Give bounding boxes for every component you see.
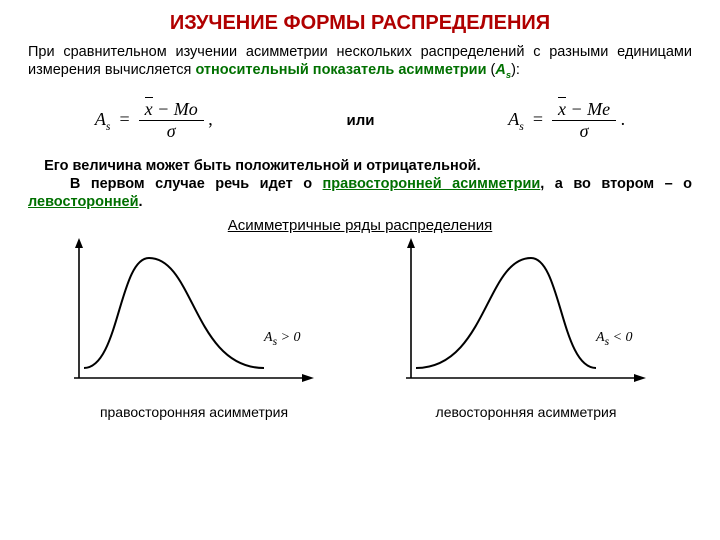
intro-symbol: As [495,62,511,78]
p2-indent [28,158,44,174]
f1-tail: , [208,109,213,129]
page-title: ИЗУЧЕНИЕ ФОРМЫ РАСПРЕДЕЛЕНИЯ [28,12,692,35]
intro-paragraph: При сравнительном изучении асимметрии не… [28,43,692,81]
formula-or: или [347,112,375,129]
f2-lhs: A [508,109,519,129]
chart-left-svg: As > 0 [74,238,314,393]
chart-left-label: As > 0 [264,330,301,348]
formula-left: As = x − Mo σ , [95,99,213,143]
p2-t1: В первом случае речь идет о [70,176,323,192]
p2-t2: , а во втором – о [540,176,692,192]
f2-num1: x [558,99,566,121]
chart-right-svg: As < 0 [406,238,646,393]
f2-tail: . [621,109,626,129]
p2-line1: Его величина может быть положительной и … [44,158,480,174]
f2-sub: s [519,120,524,133]
chart-left: As > 0 правосторонняя асимметрия [74,238,314,420]
chart-right-label: As < 0 [596,330,633,348]
f1-num2: − Mo [153,99,198,119]
formula-row: As = x − Mo σ , или As = x − Me σ . [28,99,692,143]
paragraph-2: Его величина может быть положительной и … [28,157,692,211]
f1-den: σ [161,121,182,143]
chart-left-caption: правосторонняя асимметрия [74,404,314,420]
formula-right: As = x − Me σ . [508,99,625,143]
intro-text-3: ): [511,62,520,78]
charts-heading: Асимметричные ряды распределения [28,217,692,234]
f2-num2: − Me [566,99,610,119]
f1-num1: x [145,99,153,121]
p2-hl2: левосторонней [28,194,139,210]
f1-sub: s [106,120,111,133]
chart-right: As < 0 левосторонняя асимметрия [406,238,646,420]
p2-t3: . [139,194,143,210]
f2-den: σ [574,121,595,143]
p2-indent2 [28,176,70,192]
intro-highlight: относительный показатель асимметрии [195,62,486,78]
f1-lhs: A [95,109,106,129]
chart-right-caption: левосторонняя асимметрия [406,404,646,420]
charts-row: As > 0 правосторонняя асимметрия As < 0 … [28,238,692,420]
p2-hl1: правосторонней асимметрии [323,176,541,192]
intro-text-2: ( [486,62,495,78]
